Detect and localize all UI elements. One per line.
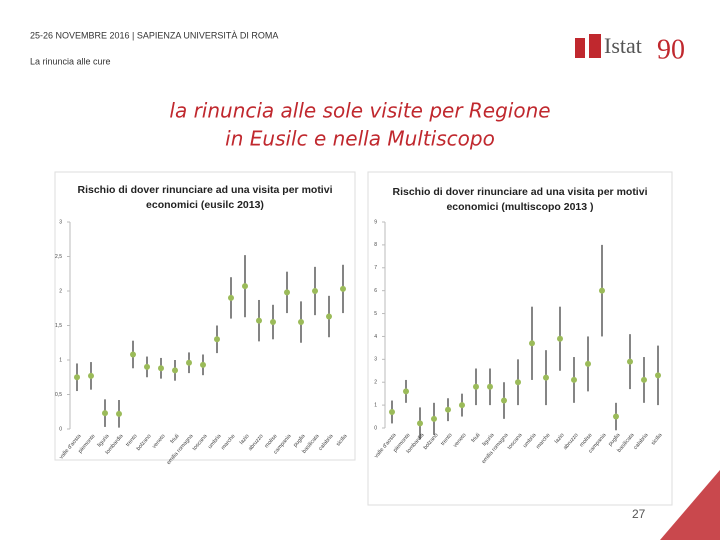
point: [543, 374, 549, 381]
y-tick-label: 1: [374, 402, 377, 408]
logo-block: [575, 38, 585, 58]
page-number: 27: [632, 507, 646, 521]
chart-frame: [54, 171, 356, 461]
point: [270, 319, 276, 326]
point: [459, 402, 465, 409]
point: [515, 379, 521, 386]
point: [557, 335, 563, 342]
point: [172, 367, 178, 374]
y-tick-label: 2,5: [55, 254, 62, 260]
point: [186, 359, 192, 366]
chart-title: economici (eusilc 2013): [146, 199, 264, 211]
chart-title: economici (multiscopo 2013 ): [446, 201, 593, 213]
point: [641, 376, 647, 383]
point: [403, 388, 409, 395]
point: [144, 363, 150, 370]
corner-decoration: [660, 470, 720, 540]
y-tick-label: 0,5: [55, 392, 62, 398]
y-tick-label: 0: [59, 426, 62, 432]
point: [228, 294, 234, 301]
point: [613, 413, 619, 420]
chart-frame: [367, 171, 673, 506]
x-tick-label: lazio: [239, 433, 251, 446]
header: 25-26 NOVEMBRE 2016 | SAPIENZA UNIVERSIT…: [30, 30, 278, 40]
slide-title: la rinuncia alle sole visite per Regione: [169, 99, 550, 123]
y-tick-label: 8: [374, 242, 377, 248]
point: [389, 408, 395, 415]
point: [655, 372, 661, 379]
point: [298, 319, 304, 326]
point: [529, 340, 535, 347]
y-tick-label: 2: [374, 380, 377, 386]
slide-title: in Eusilc e nella Multiscopo: [225, 127, 495, 151]
x-tick-label: friuli: [471, 432, 482, 444]
y-tick-label: 2: [59, 288, 62, 294]
y-tick-label: 0: [374, 425, 377, 431]
logo-block: [589, 34, 601, 58]
point: [284, 289, 290, 296]
logo-mark: 90: [657, 34, 685, 65]
point: [214, 336, 220, 343]
y-tick-label: 7: [374, 265, 377, 271]
y-tick-label: 4: [374, 334, 377, 340]
chart-title: Rischio di dover rinunciare ad una visit…: [78, 184, 333, 196]
x-tick-label: friuli: [170, 433, 181, 445]
y-tick-label: 9: [374, 219, 377, 225]
point: [88, 372, 94, 379]
y-tick-label: 6: [374, 288, 377, 294]
y-tick-label: 3: [59, 219, 62, 225]
y-tick-label: 1,5: [55, 323, 62, 329]
point: [158, 365, 164, 372]
point: [585, 360, 591, 367]
point: [74, 374, 80, 381]
section: La rinuncia alle cure: [30, 56, 111, 66]
point: [431, 415, 437, 422]
point: [501, 397, 507, 404]
point: [200, 361, 206, 368]
chart-title: Rischio di dover rinunciare ad una visit…: [393, 186, 648, 198]
logo-name: Istat: [604, 33, 642, 58]
point: [312, 288, 318, 294]
point: [571, 376, 577, 383]
y-tick-label: 3: [374, 357, 377, 363]
point: [627, 358, 633, 365]
point: [417, 420, 423, 427]
point: [599, 287, 605, 294]
point: [242, 283, 248, 290]
y-tick-label: 1: [59, 357, 62, 363]
y-tick-label: 5: [374, 311, 377, 317]
point: [130, 351, 136, 358]
point: [116, 410, 122, 417]
point: [473, 383, 479, 390]
point: [487, 383, 493, 390]
point: [256, 317, 262, 324]
point: [340, 285, 346, 292]
x-tick-label: lazio: [554, 432, 566, 445]
point: [102, 410, 108, 417]
point: [326, 313, 332, 320]
point: [445, 406, 451, 413]
